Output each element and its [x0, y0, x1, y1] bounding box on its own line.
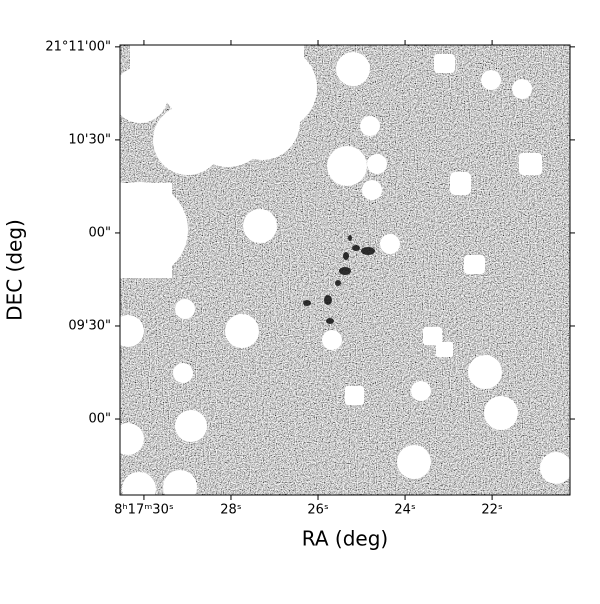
- x-tick-label: 22ˢ: [481, 503, 503, 518]
- y-tick-label: 10'30": [68, 132, 111, 147]
- image: [120, 45, 570, 495]
- x-tick-label: 8ʰ17ᵐ30ˢ: [114, 503, 174, 518]
- x-tick-label: 24ˢ: [394, 503, 416, 518]
- x-axis-label: RA (deg): [302, 527, 388, 551]
- axes-frame: [119, 44, 571, 496]
- y-axis-label: DEC (deg): [3, 219, 27, 321]
- y-tick-label: 21°11'00": [45, 39, 111, 54]
- y-tick-label: 09'30": [68, 318, 111, 333]
- x-tick-label: 26ˢ: [307, 503, 329, 518]
- galaxy: [303, 235, 375, 324]
- masks: [120, 45, 570, 495]
- x-tick-label: 28ˢ: [220, 503, 242, 518]
- y-tick-label: 00": [88, 412, 111, 427]
- y-tick-label: 00": [88, 225, 111, 240]
